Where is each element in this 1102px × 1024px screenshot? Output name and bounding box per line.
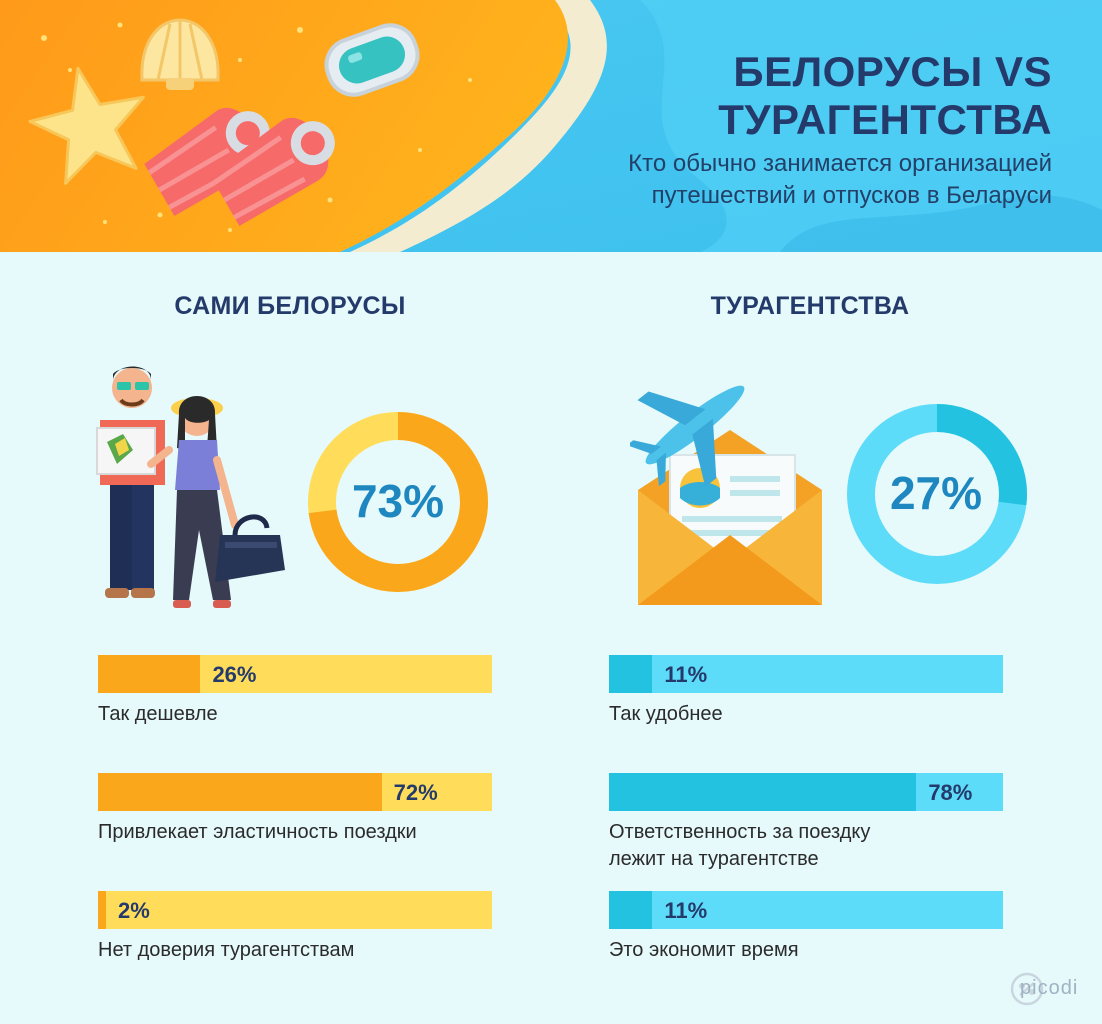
- beach-illustration: [0, 0, 1102, 252]
- header-banner: БЕЛОРУСЫ VS ТУРАГЕНТСТВА Кто обычно зани…: [0, 0, 1102, 252]
- shell-icon: [140, 18, 220, 90]
- section-title-agencies: ТУРАГЕНТСТВА: [710, 292, 910, 320]
- bar-category-label: Ответственность за поездку лежит на тураг…: [609, 821, 871, 870]
- diving-mask-icon: [324, 23, 420, 97]
- bar-2: 11%: [609, 891, 1003, 929]
- section-title-belarusians: САМИ БЕЛОРУСЫ: [174, 292, 406, 320]
- bar-category-label: Так дешевле: [98, 703, 218, 725]
- bar-fill-2: [98, 891, 106, 929]
- bar-2: 2%: [98, 891, 492, 929]
- donut-slice-27: [847, 404, 1027, 584]
- bar-fill-2: [609, 891, 653, 929]
- bar-category-label: Так удобнее: [609, 703, 723, 725]
- subtitle-line-2: путешествий и отпусков в Беларуси: [651, 182, 1052, 209]
- bar-value-label: 2%: [118, 898, 150, 923]
- envelope-plane-illustration: [630, 385, 822, 605]
- title-line-2: ТУРАГЕНТСТВА: [718, 96, 1052, 143]
- bar-fill-0: [609, 655, 653, 693]
- bar-0: 11%: [609, 655, 1003, 693]
- bar-category-label: Нет доверия турагентствам: [98, 939, 355, 961]
- bar-value-label: 78%: [928, 780, 973, 805]
- bar-0: 26%: [98, 655, 492, 693]
- flippers-icon: [144, 108, 335, 226]
- bar-category-label: Привлекает эластичность поездки: [98, 821, 417, 843]
- envelope-icon: [638, 430, 822, 605]
- donut-slice-73: [308, 412, 488, 592]
- starfish-icon: [28, 66, 145, 185]
- donut-label-27: 27%: [889, 467, 983, 519]
- bar-1: 72%: [98, 773, 492, 811]
- bar-1: 78%: [609, 773, 1003, 811]
- bar-value-label: 11%: [664, 662, 708, 687]
- bar-category-label: Это экономит время: [609, 939, 799, 961]
- bar-fill-1: [609, 773, 917, 811]
- man-icon: [96, 366, 165, 598]
- bar-value-label: 26%: [212, 662, 257, 687]
- title-line-1: БЕЛОРУСЫ VS: [733, 48, 1052, 95]
- donut-chart-agencies: [847, 404, 1027, 584]
- subtitle-line-1: Кто обычно занимается организацией: [628, 150, 1052, 177]
- bar-value-label: 72%: [393, 780, 438, 805]
- travelers-illustration: [96, 366, 285, 608]
- bar-fill-0: [98, 655, 201, 693]
- airplane-icon: [630, 385, 745, 487]
- picodi-logo-icon: [1010, 972, 1044, 1006]
- donut-label-73: 73%: [351, 475, 445, 527]
- picodi-logo-text: picodi: [1020, 977, 1079, 999]
- donut-chart-belarusians: [308, 412, 488, 592]
- bar-fill-1: [98, 773, 382, 811]
- travel-bag-icon: [215, 514, 285, 582]
- bar-value-label: 11%: [664, 898, 708, 923]
